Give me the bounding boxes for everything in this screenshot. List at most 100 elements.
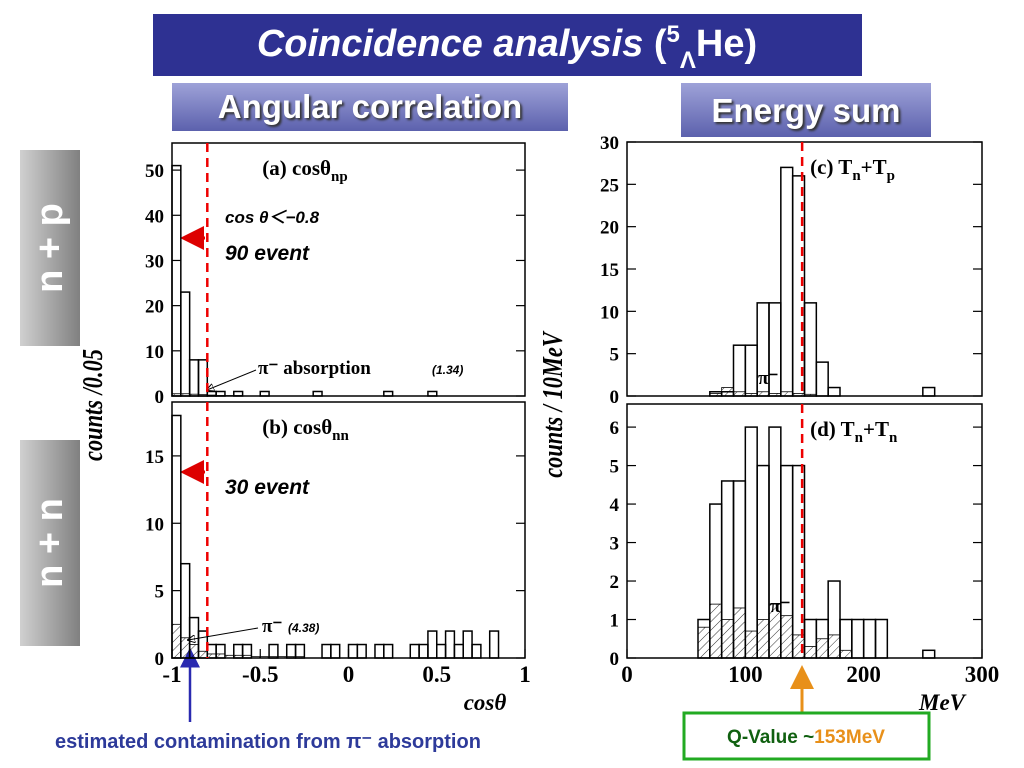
bar	[862, 618, 877, 659]
hatched-bar	[744, 630, 758, 659]
y-tick-label: 5	[610, 457, 620, 478]
y-axis-label: counts / 10MeV	[538, 330, 569, 477]
bar	[815, 361, 829, 397]
hatched-bar	[768, 603, 782, 659]
bar	[188, 359, 200, 397]
qvalue: Q-Value ~153MeV	[727, 727, 885, 748]
bar	[453, 643, 464, 659]
bar	[418, 643, 429, 659]
y-tick-label: 5	[610, 345, 620, 366]
bar	[285, 643, 297, 659]
panel-label: (c) Tn+Tp	[810, 155, 895, 184]
bar	[374, 643, 385, 659]
y-tick-label: 15	[145, 447, 164, 468]
y-tick-label: 30	[600, 133, 619, 154]
bar	[922, 386, 936, 397]
bar	[732, 344, 747, 397]
bar	[215, 390, 226, 397]
bar	[206, 390, 217, 397]
panel-label-part: n	[855, 430, 864, 446]
bar	[803, 302, 818, 397]
annotation: 30 event	[225, 476, 310, 499]
bar	[171, 414, 182, 659]
bar	[427, 630, 438, 659]
x-tick-label: 0.5	[422, 662, 451, 687]
title-part: He)	[696, 23, 757, 65]
x-tick-label: 100	[728, 662, 763, 687]
bar	[356, 643, 367, 659]
hatched-bar	[839, 649, 853, 659]
y-tick-label: 5	[155, 582, 165, 603]
hatched-bar	[251, 656, 261, 659]
hatched-bar	[224, 654, 235, 659]
annotation: π⁻ absorption	[258, 358, 371, 379]
title-part: 5	[667, 21, 680, 48]
y-tick-label: 3	[610, 534, 620, 555]
panel-label-part: +T	[863, 417, 889, 441]
panel-label-part: (d) T	[810, 417, 855, 441]
hatched-bar	[827, 634, 841, 659]
annotation: π⁻	[758, 368, 778, 389]
bar	[268, 643, 279, 659]
x-axis-label: cosθ	[464, 690, 507, 715]
hatched-bar	[189, 644, 199, 659]
hatched-bar	[277, 656, 288, 659]
hatched-bar	[697, 626, 711, 659]
bar	[851, 618, 865, 659]
y-tick-label: 1	[610, 611, 620, 632]
bar	[744, 426, 758, 659]
title: Coincidence analysis (5ΛHe)	[257, 21, 757, 74]
header-box	[681, 83, 931, 137]
title-part: (	[654, 23, 667, 65]
panel-label-part: n	[889, 430, 898, 446]
side-box	[20, 440, 80, 646]
header: Energy sum	[712, 92, 901, 129]
panel-label-part: (b) cosθ	[262, 415, 332, 439]
bar	[294, 643, 306, 659]
x-tick-label: 300	[965, 662, 1000, 687]
bar	[874, 618, 889, 659]
x-tick-label: 200	[846, 662, 881, 687]
y-axis-label: counts /0.05	[78, 349, 109, 461]
hatched-bar	[180, 637, 191, 659]
bar	[383, 643, 394, 659]
y-tick-label: 40	[145, 206, 164, 227]
title-box	[153, 14, 862, 76]
panel-label-part: n	[852, 168, 861, 184]
y-tick-label: 10	[600, 302, 619, 323]
y-tick-label: 0	[610, 649, 620, 670]
side-box	[20, 150, 80, 346]
y-tick-label: 0	[155, 649, 165, 670]
bar	[197, 359, 209, 397]
panel-label-part: nn	[332, 428, 349, 444]
y-tick-label: 10	[145, 342, 164, 363]
hatched-bar	[815, 638, 829, 659]
side-label: n + p	[29, 203, 71, 293]
y-tick-label: 15	[600, 260, 619, 281]
bar	[321, 643, 332, 659]
bar	[744, 344, 758, 397]
bar	[427, 390, 438, 397]
bar	[791, 175, 806, 397]
panel-label: (b) cosθnn	[262, 415, 349, 444]
panel-label: (d) Tn+Tn	[810, 417, 898, 446]
footer: estimated contamination from π⁻ absorpti…	[55, 731, 481, 753]
bar	[215, 643, 226, 659]
panel-label-part: p	[887, 168, 895, 184]
qvalue-label: Q-Value ~	[727, 727, 814, 748]
x-tick-label: -0.5	[242, 662, 278, 687]
title-part: Λ	[680, 47, 696, 74]
bar	[488, 630, 500, 659]
y-tick-label: 20	[600, 218, 619, 239]
x-tick-label: 1	[519, 662, 531, 687]
y-tick-label: 20	[145, 297, 164, 318]
hatched-bar	[804, 646, 817, 659]
panel-label-part: +T	[861, 155, 887, 179]
y-tick-label: 25	[600, 175, 619, 196]
arrow	[188, 627, 259, 640]
bar	[471, 643, 482, 659]
bar	[791, 464, 806, 659]
panel-label-part: np	[331, 169, 348, 185]
hatched-bar	[780, 615, 794, 659]
